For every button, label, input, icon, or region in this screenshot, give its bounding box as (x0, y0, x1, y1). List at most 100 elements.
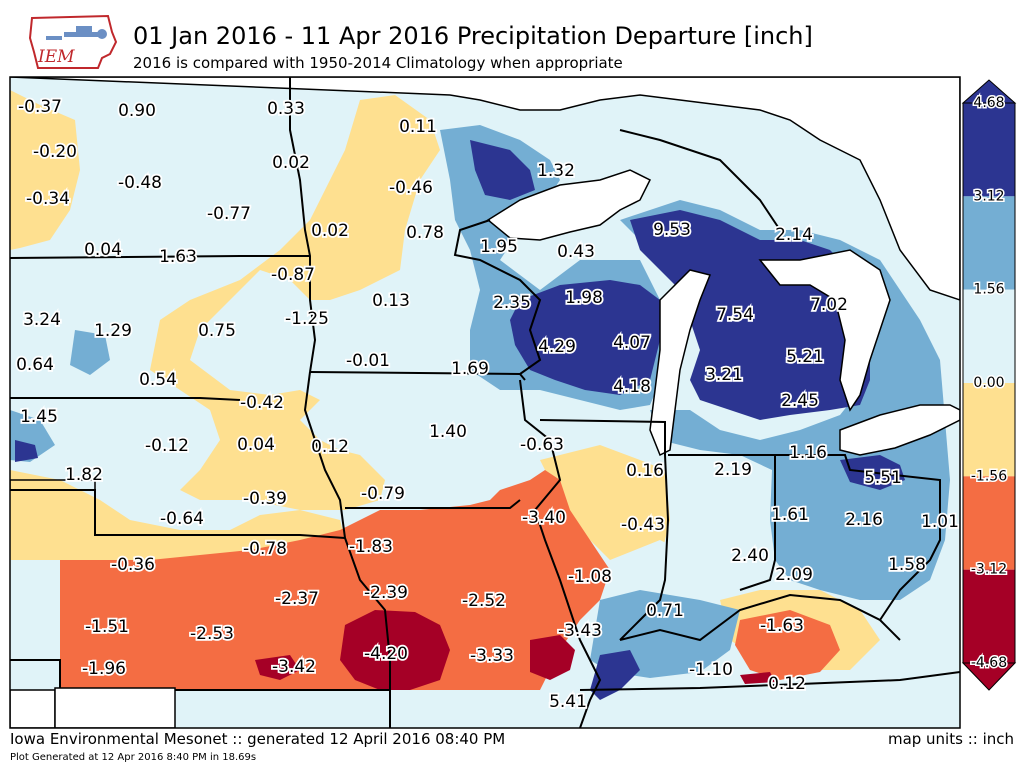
precip-value-label: 0.75 (198, 321, 236, 341)
footer-generated: Plot Generated at 12 Apr 2016 8:40 PM in… (10, 752, 257, 763)
precip-value-label: 0.04 (84, 240, 122, 260)
precip-value-label: 0.12 (311, 437, 349, 457)
precip-value-label: -1.08 (568, 567, 612, 587)
colorbar-segment (963, 569, 1015, 663)
precip-value-label: 1.29 (94, 321, 132, 341)
boundary-up-michigan (619, 129, 781, 231)
colorbar-tick-label: 4.68 (973, 95, 1004, 111)
boundary-ky-tn (579, 671, 960, 691)
precip-value-label: 0.02 (311, 221, 349, 241)
boundary-mn-dakotas (289, 77, 317, 373)
precip-value-label: 5.21 (786, 347, 824, 367)
precip-value-label: -0.78 (243, 539, 287, 559)
precip-value-label: -0.20 (33, 142, 77, 162)
precip-value-label: 3.21 (705, 365, 743, 385)
boundary-indiana (668, 454, 776, 591)
precip-value-label: -0.39 (243, 489, 287, 509)
value-labels: -0.37 0.90 0.33 0.11 -0.20 1.32 0.02 -0.48 -0.46… (14, 95, 960, 714)
precip-value-label: 1.45 (20, 407, 58, 427)
precip-value-label: -3.43 (558, 621, 602, 641)
no-data-areas (10, 479, 176, 728)
boundary-sd-ne (10, 397, 241, 401)
precip-value-label: 1.82 (65, 465, 103, 485)
footer-source: Iowa Environmental Mesonet :: generated … (10, 730, 506, 748)
boundary-ks-ok (10, 659, 390, 691)
footer-units: map units :: inch (887, 730, 1014, 748)
colorbar-segment (963, 103, 1015, 197)
precip-value-label: 0.64 (16, 355, 54, 375)
lake-erie (839, 404, 960, 456)
boundary-iowa-south (345, 499, 521, 509)
precip-value-label: 2.40 (731, 546, 769, 566)
lake-michigan (649, 269, 712, 457)
precip-value-label: 4.29 (538, 337, 576, 357)
precip-value-label: 2.35 (493, 293, 531, 313)
orange-zones (60, 470, 840, 690)
precip-value-label: -3.42 (272, 657, 316, 677)
lake-superior (486, 169, 652, 241)
precip-value-label: 0.43 (557, 242, 595, 262)
precip-value-label: 2.16 (845, 510, 883, 530)
precip-value-label: 1.01 (921, 512, 959, 532)
precip-value-label: -3.33 (470, 646, 514, 666)
precip-value-label: -0.12 (145, 436, 189, 456)
precip-value-label: -0.43 (621, 515, 665, 535)
precip-value-label: -4.20 (364, 644, 408, 664)
boundary-ohio (775, 454, 941, 621)
precip-value-label: 1.98 (565, 288, 603, 308)
precip-value-label: -0.46 (389, 178, 433, 198)
precip-value-label: 5.51 (864, 468, 902, 488)
precip-value-label: 0.90 (118, 101, 156, 121)
colorbar-tick-label: -3.12 (971, 562, 1007, 578)
precip-value-label: 0.16 (626, 461, 664, 481)
precip-value-label: 1.16 (789, 443, 827, 463)
precip-value-label: -1.96 (82, 659, 126, 679)
precip-value-label: 0.04 (237, 435, 275, 455)
precip-value-label: -0.48 (118, 173, 162, 193)
boundary-mississippi (519, 379, 602, 728)
precip-value-label: 2.14 (775, 225, 813, 245)
boundary-wi-il (539, 419, 666, 455)
great-lakes (10, 77, 960, 457)
precip-value-label: 1.95 (480, 237, 518, 257)
precip-value-label: 0.71 (646, 601, 684, 621)
colorbar-tick-label: -4.68 (971, 655, 1007, 671)
precip-value-label: 0.12 (768, 674, 806, 694)
colorbar-tick-label: -1.56 (971, 468, 1007, 484)
precip-value-label: 1.69 (451, 359, 489, 379)
precip-value-label: -2.37 (275, 589, 319, 609)
dark-red-zones (255, 610, 775, 690)
colorbar: 4.68 3.12 1.56 0.00 -1.56 -3.12 -4.68 (961, 79, 1017, 691)
boundary-missouri-river (303, 371, 391, 728)
boundary-ohio-river (619, 593, 901, 642)
precip-value-label: -1.51 (85, 617, 129, 637)
map-frame (9, 76, 961, 729)
colorbar-segment (963, 196, 1015, 290)
precip-value-label: 1.40 (429, 422, 467, 442)
precip-value-label: -0.77 (207, 204, 251, 224)
canada-water-region (10, 77, 960, 301)
map-field: -0.37 0.90 0.33 0.11 -0.20 1.32 0.02 -0.48 -0.46… (10, 77, 960, 728)
precip-value-label: 4.18 (613, 377, 651, 397)
colorbar-tick-label: 3.12 (973, 188, 1004, 204)
map-subtitle: 2016 is compared with 1950-2014 Climatol… (133, 54, 623, 72)
precip-value-label: -3.40 (522, 508, 566, 528)
precip-value-label: -2.53 (190, 624, 234, 644)
precip-value-label: 7.54 (716, 305, 754, 325)
lake-huron (758, 249, 891, 412)
precip-value-label: 5.41 (549, 692, 587, 712)
boundary-il-in (619, 454, 670, 641)
precip-value-label: 1.61 (771, 505, 809, 525)
precip-value-label: 7.02 (810, 295, 848, 315)
precip-value-label: -0.01 (346, 351, 390, 371)
precip-value-label: -0.79 (361, 484, 405, 504)
precip-value-label: -0.63 (520, 435, 564, 455)
precip-value-label: 0.33 (267, 99, 305, 119)
iem-logo: IEM (28, 12, 120, 72)
precip-value-label: 0.54 (139, 370, 177, 390)
logo-text: IEM (37, 47, 75, 67)
precip-value-label: 0.11 (399, 117, 437, 137)
boundary-wi-mn (453, 219, 542, 375)
precip-value-label: 2.45 (781, 391, 819, 411)
